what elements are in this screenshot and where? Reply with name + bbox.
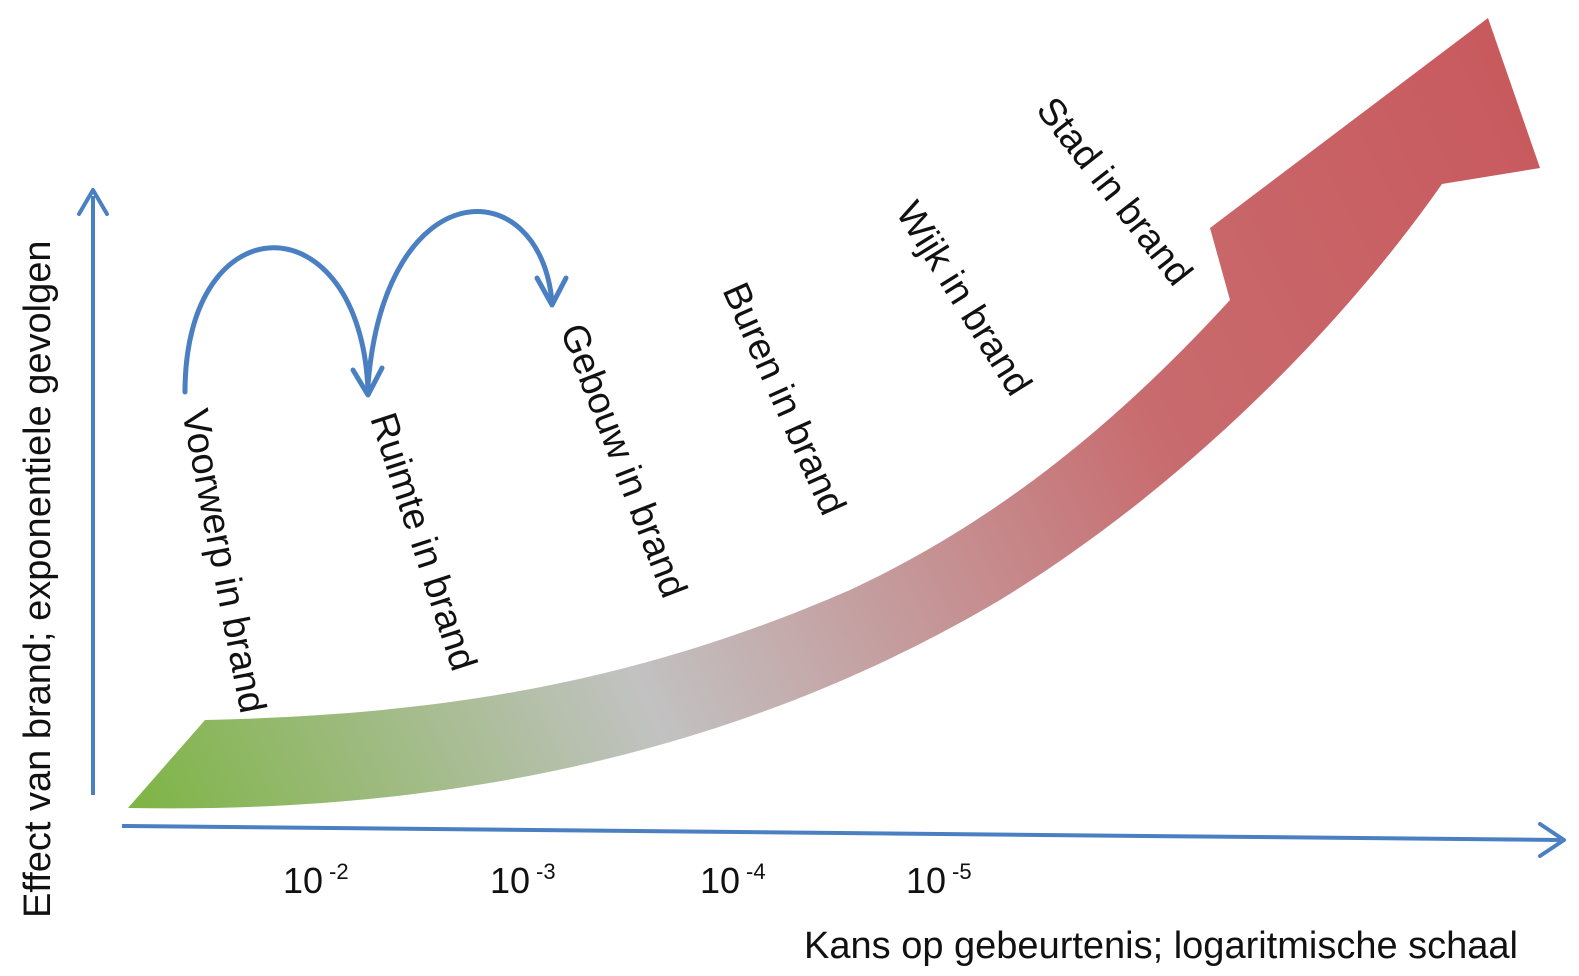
tick-label-4: 10 -5 (906, 859, 972, 901)
tick-label-2: 10 -3 (490, 859, 556, 901)
stage-label-1: Voorwerp in brand (173, 406, 273, 717)
stage-label-2: Ruimte in brand (361, 408, 484, 676)
hop-arrow-1 (182, 245, 371, 395)
y-axis-arrow-icon (77, 188, 109, 216)
hop-arrow-1-head-icon (350, 365, 385, 398)
hop-arrow-2 (365, 209, 555, 388)
stage-labels: Voorwerp in brand Ruimte in brand Gebouw… (173, 90, 1200, 717)
stage-label-6: Stad in brand (1028, 90, 1200, 294)
hop-arrow-2-head-icon (534, 275, 569, 308)
tick-label-1: 10 -2 (283, 859, 349, 901)
y-axis-title: Effect van brand; exponentiele gevolgen (17, 241, 59, 918)
x-axis (121, 822, 1566, 858)
y-axis (77, 188, 109, 795)
stage-label-5: Wijk in brand (887, 195, 1039, 404)
stage-label-4: Buren in brand (714, 277, 854, 522)
x-tick-labels: 10 -2 10 -3 10 -4 10 -5 (283, 859, 972, 901)
x-axis-arrow-icon (1538, 822, 1566, 858)
tick-label-3: 10 -4 (700, 859, 766, 901)
x-axis-title: Kans op gebeurtenis; logaritmische schaa… (804, 925, 1518, 967)
escalation-arrow (128, 18, 1540, 809)
stage-label-3: Gebouw in brand (552, 318, 695, 603)
hop-arrows (182, 209, 569, 398)
